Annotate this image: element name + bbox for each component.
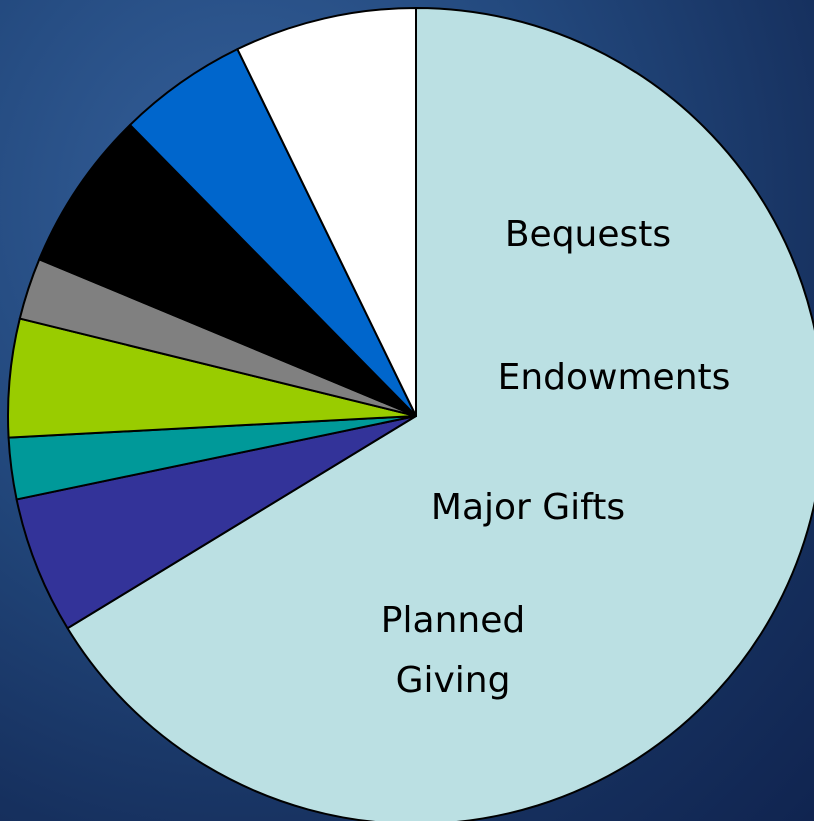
label-planned-giving-line-2: Giving bbox=[396, 660, 511, 701]
label-endowments: Endowments bbox=[498, 357, 731, 398]
label-planned-giving: Planned Giving bbox=[381, 600, 525, 701]
pie-slice-1 bbox=[66, 7, 814, 821]
label-major-gifts-line-1: Major Gifts bbox=[431, 487, 625, 528]
label-bequests-line-1: Bequests bbox=[505, 214, 671, 255]
label-major-gifts: Major Gifts bbox=[431, 487, 625, 528]
label-planned-giving-line-1: Planned bbox=[381, 600, 525, 641]
pie-slice-8 bbox=[236, 7, 417, 417]
pie-slices bbox=[7, 7, 814, 821]
pie-slice-6 bbox=[38, 123, 417, 417]
pie-labels: Bequests Endowments Major Gifts Planned Givi… bbox=[381, 214, 731, 701]
label-bequests: Bequests bbox=[505, 214, 671, 255]
label-endowments-line-1: Endowments bbox=[498, 357, 731, 398]
pie-slice-2 bbox=[15, 415, 417, 630]
